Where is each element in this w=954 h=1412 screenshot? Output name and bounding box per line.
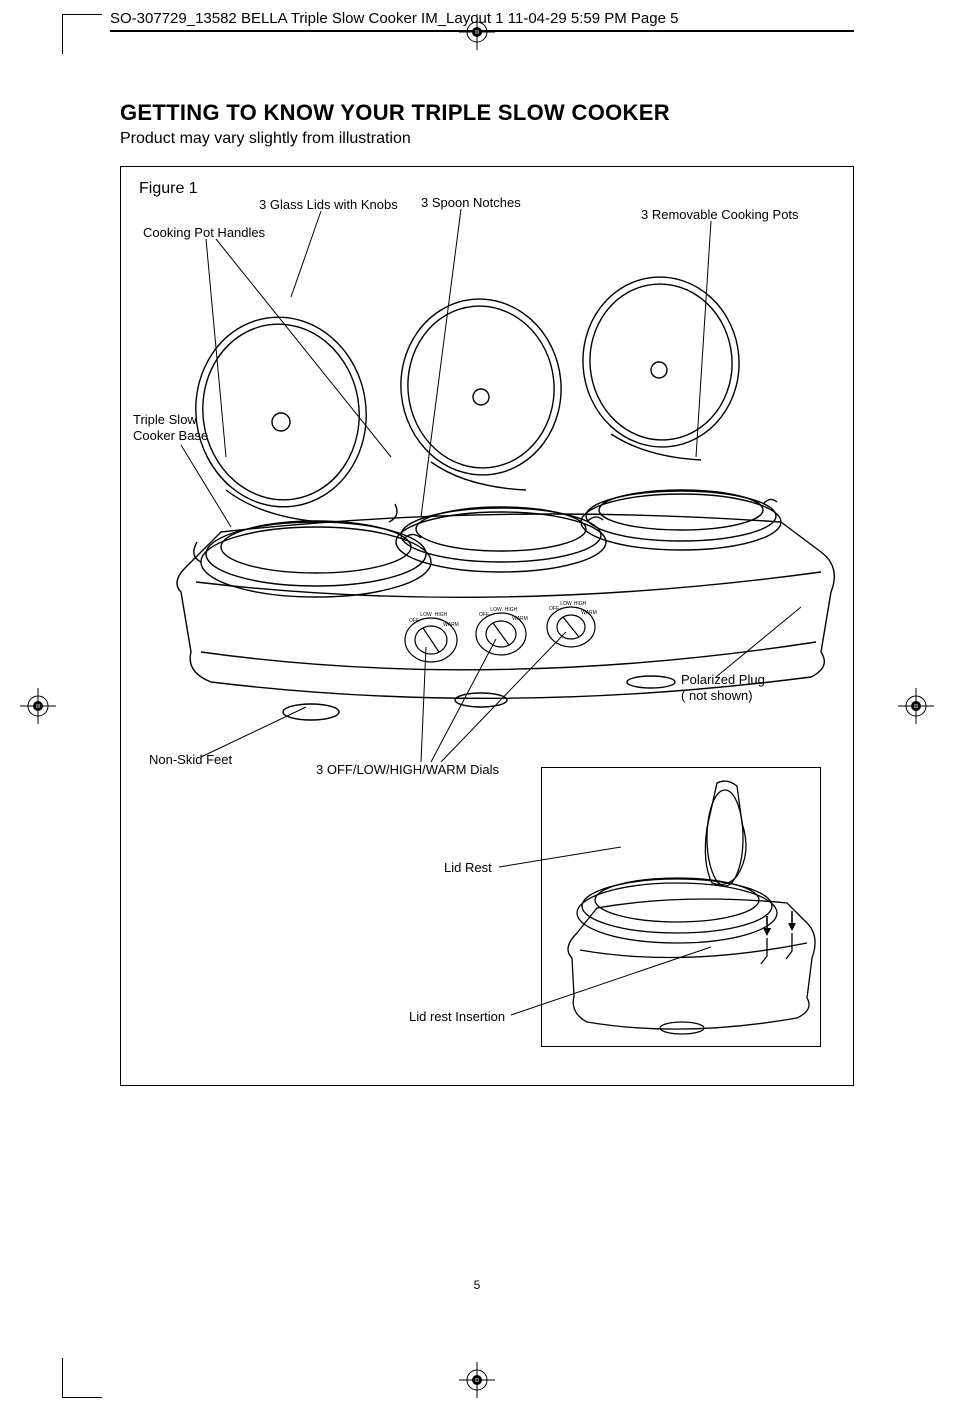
crop-mark-top-left bbox=[62, 14, 102, 54]
label-lid-rest-insertion: Lid rest Insertion bbox=[409, 1009, 505, 1025]
registration-mark-left bbox=[20, 688, 56, 724]
registration-mark-top bbox=[459, 14, 495, 50]
label-dials: 3 OFF/LOW/HIGH/WARM Dials bbox=[316, 762, 499, 778]
label-lid-rest: Lid Rest bbox=[444, 860, 492, 876]
content-area: GETTING TO KNOW YOUR TRIPLE SLOW COOKER … bbox=[120, 100, 854, 1086]
label-non-skid: Non-Skid Feet bbox=[149, 752, 232, 768]
page-subtitle: Product may vary slightly from illustrat… bbox=[120, 130, 854, 148]
inset-detail bbox=[541, 767, 821, 1047]
header-filename: SO-307729_13582 BELLA Triple Slow Cooker… bbox=[110, 10, 686, 27]
page-title: GETTING TO KNOW YOUR TRIPLE SLOW COOKER bbox=[120, 100, 854, 126]
page-number: 5 bbox=[474, 1278, 481, 1292]
crop-mark-bottom-left bbox=[62, 1358, 102, 1398]
registration-mark-bottom bbox=[459, 1362, 495, 1398]
registration-mark-right bbox=[898, 688, 934, 724]
label-plug: Polarized Plug ( not shown) bbox=[681, 672, 765, 703]
figure-1-box: Figure 1 3 Glass Lids with Knobs 3 Spoon… bbox=[120, 166, 854, 1086]
page: SO-307729_13582 BELLA Triple Slow Cooker… bbox=[0, 0, 954, 1412]
